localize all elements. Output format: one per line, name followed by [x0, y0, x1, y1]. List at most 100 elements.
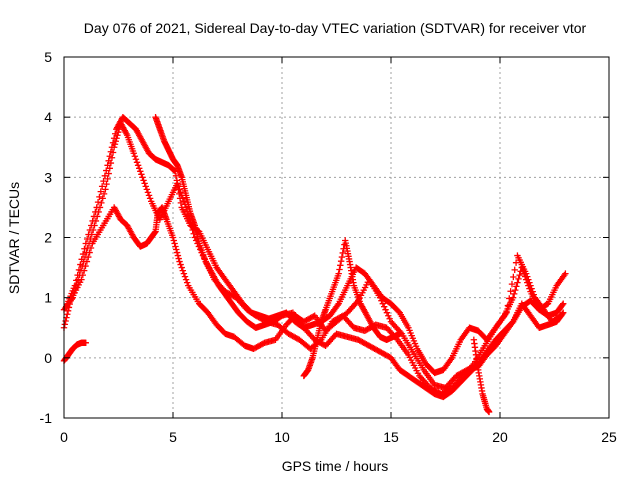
data-point	[176, 190, 183, 198]
series-track-4	[152, 113, 567, 401]
data-point	[108, 144, 116, 151]
data-point	[141, 180, 148, 187]
data-point	[385, 312, 392, 319]
x-tick-label: 0	[60, 429, 68, 445]
data-point	[81, 245, 88, 252]
data-point	[142, 183, 149, 190]
data-point	[171, 240, 178, 247]
y-tick-label: 0	[44, 350, 52, 366]
data-point	[380, 303, 388, 310]
data-point	[137, 168, 144, 175]
data-point	[175, 255, 182, 262]
y-tick-label: 5	[44, 49, 52, 65]
data-point	[99, 195, 106, 202]
data-point	[396, 330, 403, 337]
x-tick-label: 5	[169, 429, 177, 445]
data-point	[516, 271, 523, 279]
data-point	[510, 273, 517, 281]
data-point	[382, 306, 389, 313]
data-point	[133, 159, 141, 166]
data-point	[507, 288, 514, 295]
data-point	[106, 153, 113, 160]
data-point	[101, 172, 109, 180]
data-point	[139, 174, 146, 181]
data-point	[62, 317, 69, 325]
data-point	[179, 267, 187, 274]
data-point	[96, 193, 103, 201]
data-point	[109, 139, 117, 146]
data-point	[132, 156, 140, 163]
data-point	[177, 261, 184, 268]
y-tick-label: 1	[44, 290, 52, 306]
data-point	[559, 301, 566, 309]
data-point	[522, 276, 530, 283]
data-point	[90, 213, 98, 220]
data-point	[84, 244, 91, 252]
data-point	[82, 339, 89, 346]
series-track-6	[300, 237, 403, 380]
data-point	[110, 135, 118, 142]
data-point	[112, 130, 119, 137]
data-point	[524, 279, 531, 286]
data-point	[175, 186, 182, 193]
data-point	[514, 279, 521, 286]
data-point	[509, 294, 517, 301]
data-point	[74, 271, 81, 279]
data-point	[173, 249, 181, 256]
data-point	[176, 258, 183, 265]
data-point	[171, 167, 178, 174]
data-point	[386, 315, 393, 322]
data-point	[82, 240, 89, 247]
data-point	[173, 246, 180, 253]
data-point	[337, 257, 345, 265]
data-point	[83, 249, 90, 256]
data-point	[103, 167, 110, 174]
data-point	[85, 231, 92, 238]
data-point	[170, 237, 178, 244]
data-point	[102, 186, 109, 193]
data-point	[556, 313, 564, 320]
data-point	[520, 270, 528, 277]
data-point	[107, 148, 115, 155]
data-point	[61, 321, 69, 328]
data-point	[92, 208, 99, 216]
data-point	[145, 192, 153, 199]
data-point	[512, 286, 519, 294]
data-point	[560, 300, 567, 307]
data-point	[83, 235, 91, 243]
data-point	[98, 199, 105, 207]
data-point	[73, 277, 80, 284]
data-point	[178, 264, 185, 271]
data-point	[144, 189, 152, 196]
data-marks	[60, 113, 569, 416]
data-point	[103, 180, 110, 188]
data-point	[98, 183, 106, 190]
data-point	[169, 234, 177, 241]
data-point	[100, 190, 108, 198]
data-point	[513, 283, 520, 290]
data-point	[518, 264, 525, 271]
data-point	[130, 150, 137, 157]
y-axis-label: SDTVAR / TECUs	[6, 182, 22, 294]
data-point	[172, 243, 179, 250]
data-point	[181, 273, 189, 280]
grid	[64, 57, 609, 418]
data-point	[521, 273, 529, 280]
data-point	[485, 408, 493, 416]
data-point	[183, 279, 191, 286]
data-point	[526, 285, 533, 292]
data-point	[182, 276, 190, 283]
data-point	[75, 266, 83, 274]
x-tick-label: 10	[274, 429, 290, 445]
y-tick-label: -1	[40, 410, 53, 426]
data-point	[100, 177, 107, 185]
data-point	[339, 249, 346, 257]
data-point	[143, 186, 151, 193]
x-tick-label: 15	[383, 429, 399, 445]
axis-ticks: 0 5 10 15 20 25 -1 0 1 2 3 4 5	[40, 49, 617, 445]
data-point	[86, 226, 94, 234]
data-point	[134, 162, 142, 169]
data-point	[105, 157, 112, 164]
data-point	[338, 253, 346, 261]
data-point	[138, 171, 145, 178]
